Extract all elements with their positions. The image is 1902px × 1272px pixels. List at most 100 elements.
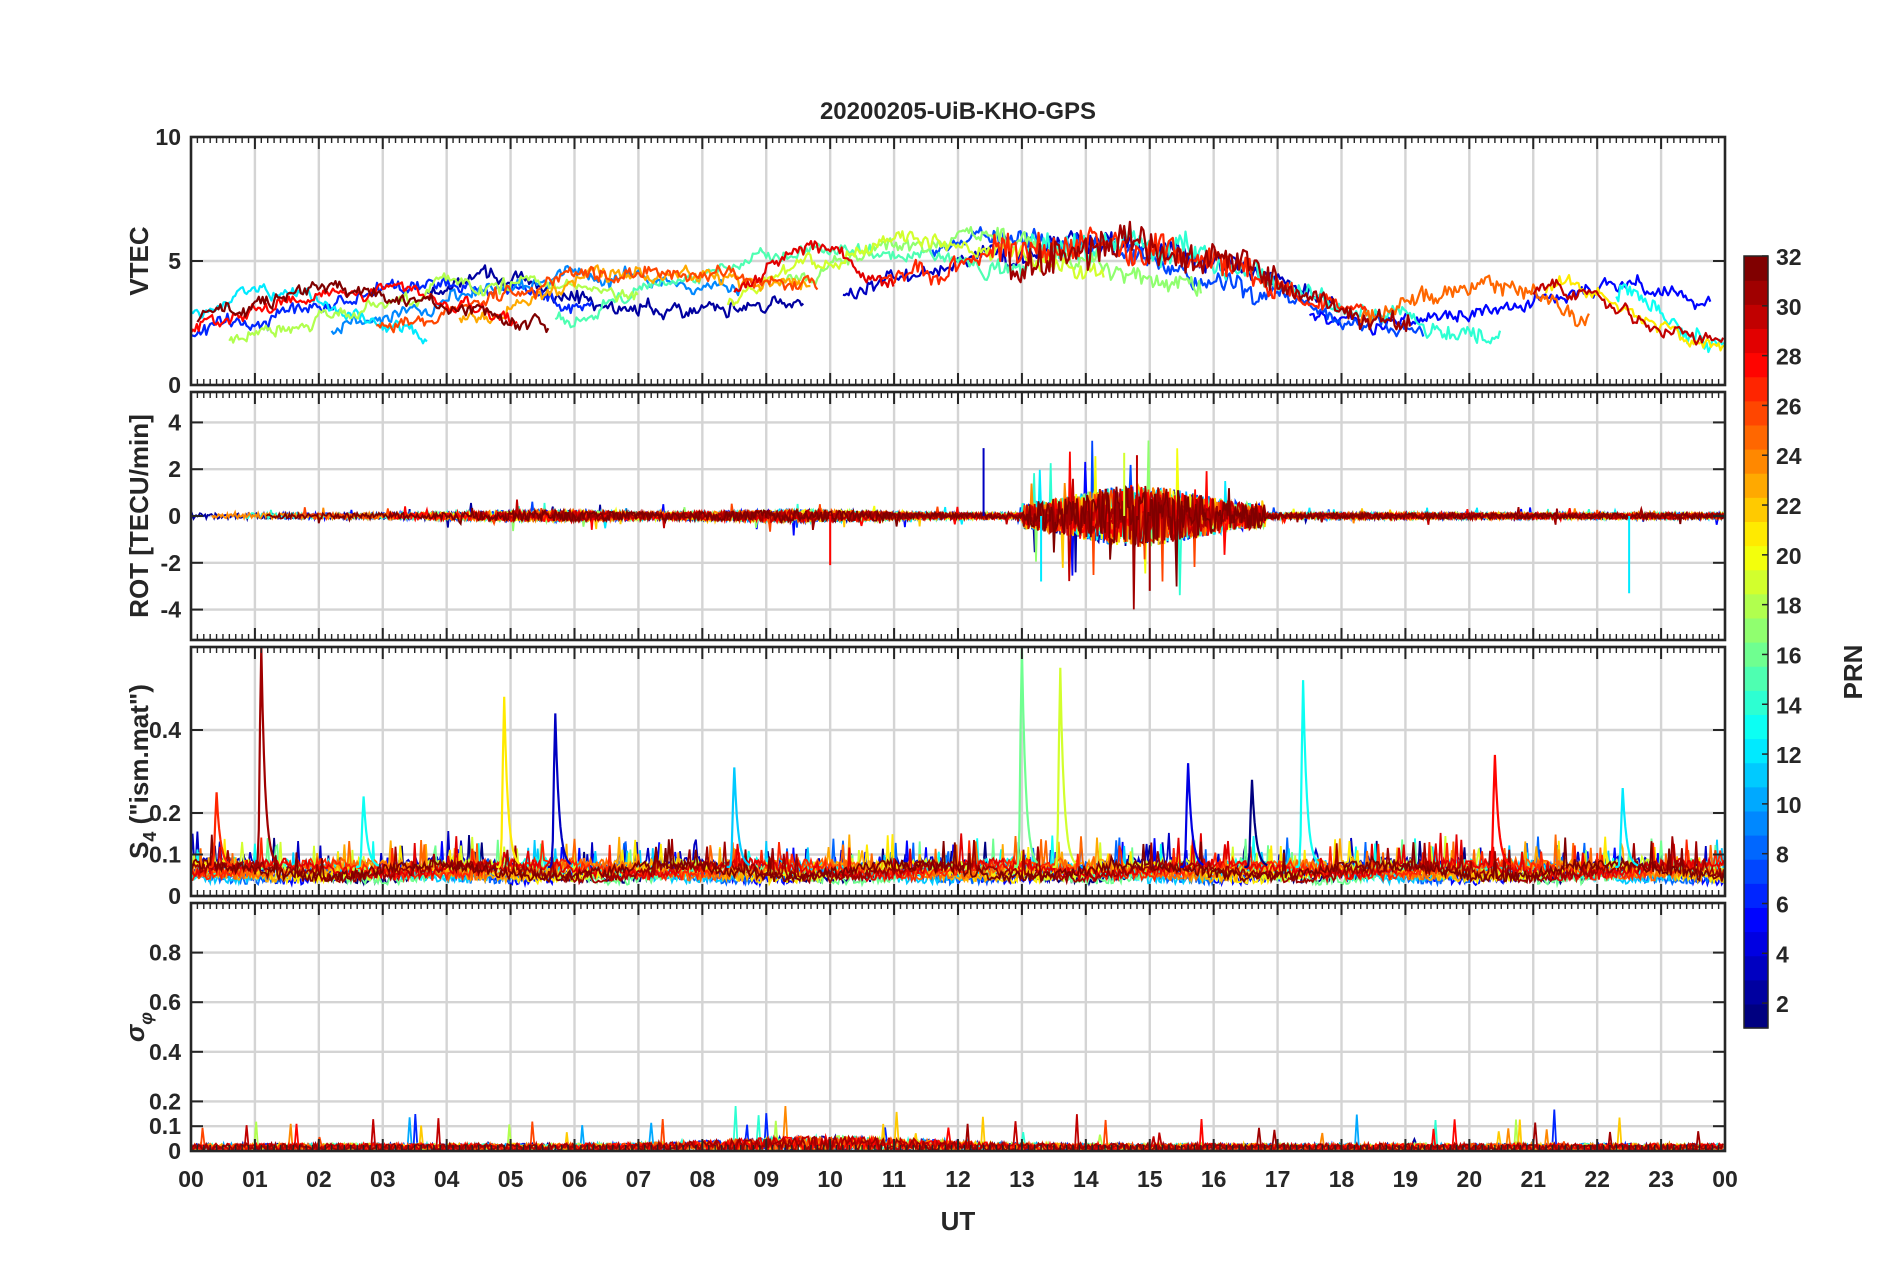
series-line-prn-15 [554,242,1029,329]
colorbar-tick-label: 10 [1776,792,1802,818]
colorbar-swatch [1744,449,1768,474]
x-tick-label: 21 [1520,1166,1546,1192]
y-axis-label: ROT [TECU/min] [124,414,154,618]
y-tick-label: 0 [168,372,181,398]
x-tick-label: 00 [178,1166,204,1192]
colorbar-swatch [1744,521,1768,547]
x-tick-label: 18 [1329,1166,1355,1192]
x-tick-label: 09 [753,1166,779,1192]
s4-spike-prn-21 [496,696,521,869]
y-tick-label: 0.4 [149,717,181,743]
x-tick-label: 20 [1457,1166,1483,1192]
series-line-prn-25 [1359,274,1590,328]
s4-spike-prn-19 [1052,667,1077,869]
series-line-prn-29 [733,240,895,293]
y-tick-label: 0.4 [149,1039,181,1065]
series-line-prn-32 [265,484,1725,587]
colorbar-swatch [1744,859,1768,884]
x-tick-label: 10 [817,1166,843,1192]
colorbar-swatch [1744,714,1768,740]
series-line-prn-12 [191,283,428,345]
colorbar-swatch [1744,835,1768,860]
s4-spike-prn-4 [1180,763,1204,869]
x-tick-label: 14 [1073,1166,1099,1192]
ylabel-part: S [124,842,154,859]
colorbar-swatch [1744,497,1768,522]
colorbar-swatch [1744,738,1768,764]
y-tick-label: -2 [161,550,181,576]
panel-rot: -4 -2 0 2 4 ROT [TECU/min] [124,390,1727,642]
x-tick-label: 02 [306,1166,332,1192]
s4-spike-prn-11 [726,767,751,869]
grid-sigma [191,903,1725,1151]
series-line-prn-28 [386,451,1725,555]
colorbar-tick-label: 12 [1776,742,1802,768]
y-axis-label: VTEC [124,226,154,296]
colorbar-tick-label: 14 [1776,692,1802,718]
colorbar-swatch [1744,979,1768,1005]
series-line-prn-14 [245,463,1725,596]
series-line-prn-31 [1008,220,1411,333]
colorbar-tick-label: 32 [1776,244,1802,270]
y-tick-label: -4 [161,597,182,623]
x-tick-label: 06 [562,1166,588,1192]
s4-spike-prn-13 [1295,680,1320,869]
series-s4 [191,647,1725,889]
axes-frame [189,901,1727,1153]
y-tick-label: 0.8 [149,940,181,966]
y-axis-label: S4 ("ism.mat") [124,684,160,859]
series-line-prn-7 [931,226,1425,338]
x-tick-label: 11 [882,1166,907,1192]
colorbar-swatch [1744,955,1768,981]
y-tick-label: 0 [168,883,181,909]
y-tick-label: 0.2 [149,1088,181,1114]
ticks-rot [190,392,1726,640]
colorbar-swatch [1744,376,1768,402]
series-line-prn-5 [1309,274,1712,336]
y-tick-label: 5 [168,248,181,274]
y-tick-label: 0.1 [149,842,181,868]
panel-s4: 00.10.20.4S4 ("ism.mat") [124,645,1727,909]
colorbar-swatch [1744,690,1768,715]
axes-frame [189,390,1727,642]
x-tick-label: 05 [498,1166,524,1192]
colorbar-tick-label: 6 [1776,891,1789,917]
x-tick-label: 07 [626,1166,652,1192]
s4-spike-prn-27 [208,792,233,869]
colorbar-swatch [1744,473,1768,498]
x-tick-label: 04 [434,1166,460,1192]
series-line-prn-26 [298,487,1725,582]
colorbar-swatch [1744,762,1768,788]
y-tick-label: 0.6 [149,989,181,1015]
x-axis-label: UT [941,1206,976,1236]
axes-frame [189,645,1727,898]
y-tick-label: 2 [168,456,181,482]
axes-frame [189,135,1727,387]
x-tick-label: 19 [1393,1166,1419,1192]
ylabel-part: ("ism.mat") [124,684,154,831]
colorbar-swatch [1744,1003,1768,1029]
colorbar-swatch [1744,328,1768,354]
s4-spike-prn-28 [1487,754,1511,869]
colorbar-swatch [1744,593,1768,619]
series-line-prn-32 [191,834,1725,885]
colorbar-swatch [1744,666,1768,691]
series-vtec [191,220,1725,354]
colorbar-tick-label: 8 [1776,842,1789,868]
s4-spike-prn-3 [547,713,572,869]
colorbar-tick-label: 18 [1776,593,1802,619]
colorbar-tick-label: 2 [1776,991,1789,1017]
y-axis-label: σφ [120,1012,156,1042]
x-tick-label: 15 [1137,1166,1163,1192]
colorbar-swatch [1744,424,1768,450]
x-tick-label: 22 [1584,1166,1610,1192]
series-line-prn-30 [1532,278,1725,346]
series-rot [191,440,1725,610]
x-tick-label: 16 [1201,1166,1227,1192]
ylabel-part: σ [120,1023,150,1042]
x-tick-label: 13 [1009,1166,1035,1192]
s4-spike-prn-16 [1014,647,1039,869]
